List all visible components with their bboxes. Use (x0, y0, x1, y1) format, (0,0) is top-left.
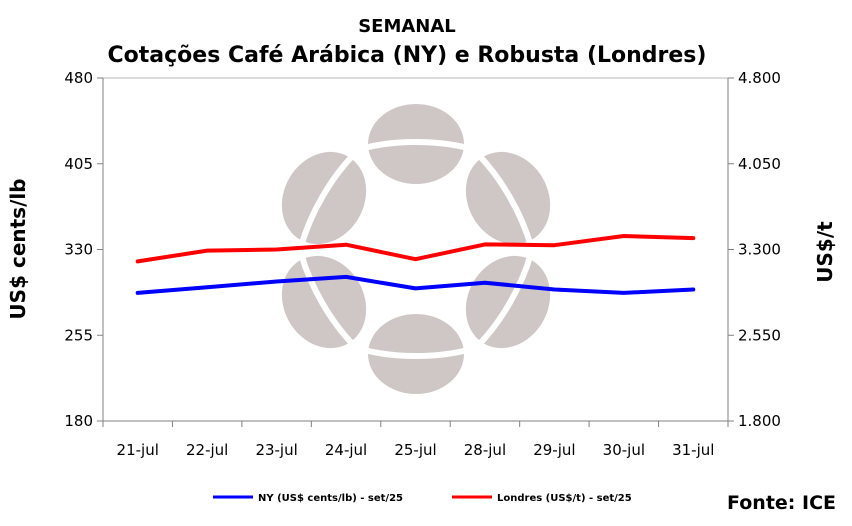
series-line-ny (135, 274, 696, 295)
y-axis-left-label: US$ cents/lb (6, 178, 30, 319)
legend: NY (US$ cents/lb) - set/25 Londres (US$/… (213, 493, 632, 504)
series-line-londres (135, 234, 696, 264)
y-tick-right-label: 3.300 (738, 241, 781, 259)
y-tick-left-label: 405 (64, 155, 93, 173)
legend-label-londres: Londres (US$/t) - set/25 (497, 493, 632, 504)
y-tick-left-label: 255 (64, 326, 93, 344)
source-label: Fonte: ICE (727, 492, 836, 514)
y-tick-right-label: 1.800 (738, 412, 781, 430)
y-tick-right-label: 4.050 (738, 155, 781, 173)
y-tick-left-label: 480 (64, 69, 93, 87)
coffee-beans-watermark-icon (281, 104, 551, 394)
y-tick-right-label: 2.550 (738, 326, 781, 344)
series-lines (135, 234, 696, 295)
axes: 180 255 330 405 480 1.800 2.550 3.300 4.050 4.800… (64, 69, 781, 459)
chart-title: SEMANAL (358, 16, 456, 37)
legend-label-ny: NY (US$ cents/lb) - set/25 (258, 493, 403, 504)
x-tick-label: 29-jul (533, 441, 575, 459)
y-axis-right-label: US$/t (813, 221, 837, 283)
y-tick-right-label: 4.800 (738, 69, 781, 87)
y-tick-left-label: 330 (64, 241, 93, 259)
x-tick-label: 25-jul (394, 441, 436, 459)
x-tick-label: 31-jul (672, 441, 714, 459)
x-tick-label: 22-jul (186, 441, 228, 459)
x-tick-label: 30-jul (603, 441, 645, 459)
y-tick-left-label: 180 (64, 412, 93, 430)
x-tick-label: 21-jul (117, 441, 159, 459)
x-tick-label: 23-jul (255, 441, 297, 459)
x-tick-label: 28-jul (464, 441, 506, 459)
chart-subtitle: Cotações Café Arábica (NY) e Robusta (Lo… (108, 43, 707, 68)
x-tick-label: 24-jul (325, 441, 367, 459)
